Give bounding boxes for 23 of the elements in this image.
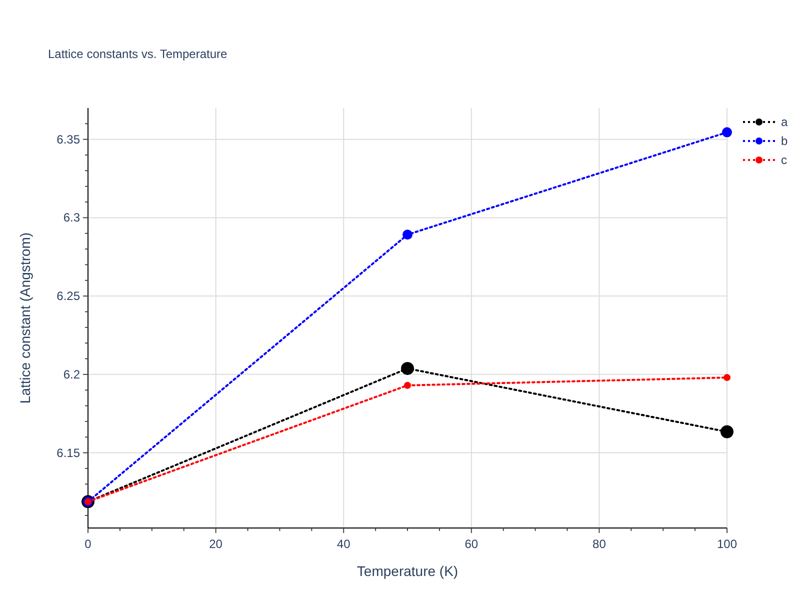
- y-tick-label: 6.2: [63, 367, 80, 382]
- point: [401, 362, 414, 375]
- legend-label: c: [781, 153, 787, 167]
- y-axis-title: Lattice constant (Angstrom): [17, 232, 33, 404]
- point: [724, 374, 730, 382]
- x-tick-label: 0: [84, 537, 92, 551]
- x-axis-title: Temperature (K): [356, 563, 458, 579]
- x-tick-label: 40: [336, 537, 351, 551]
- point: [402, 230, 412, 240]
- point: [404, 382, 411, 389]
- legend-label: b: [781, 134, 788, 148]
- point: [722, 127, 732, 138]
- y-tick-label: 6.25: [56, 289, 80, 304]
- x-tick-label: 20: [209, 537, 223, 551]
- point: [720, 425, 734, 438]
- y-tick-label: 6.35: [56, 132, 80, 146]
- x-tick-label: 60: [464, 537, 478, 551]
- y-tick-label: 6.3: [63, 210, 80, 225]
- x-tick-label: 100: [716, 537, 738, 551]
- y-tick-label: 6.15: [56, 446, 80, 460]
- legend-label: a: [781, 115, 788, 129]
- chart-title: Lattice constants vs. Temperature: [48, 47, 228, 61]
- x-tick-label: 80: [592, 537, 606, 551]
